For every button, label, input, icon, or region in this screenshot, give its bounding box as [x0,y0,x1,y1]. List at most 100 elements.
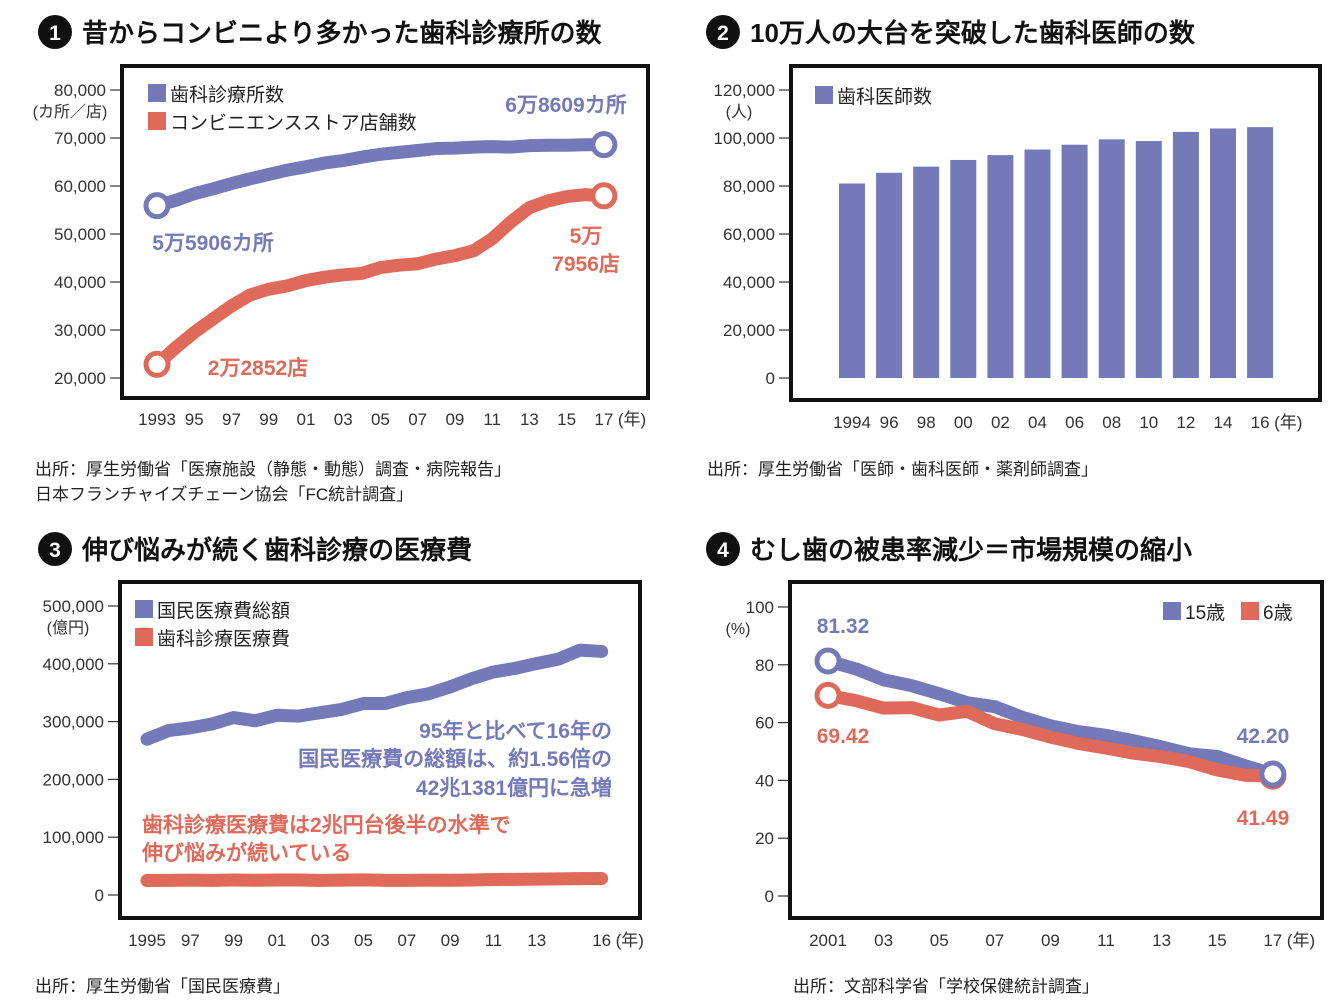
x-tick-label: 13 [520,410,539,429]
x-tick-label: 98 [917,413,936,432]
y-tick-label: 0 [95,886,104,905]
x-tick-label: 2001 [809,931,847,950]
bar-04 [1024,149,1051,378]
heading-number: 3 [49,539,61,562]
legend-swatch [135,628,153,646]
heading-number-badge [706,15,740,49]
x-tick-label: 15 [557,410,576,429]
x-tick-label: 00 [954,413,973,432]
x-tick-label: 99 [259,410,278,429]
x-tick-label: 08 [1102,413,1121,432]
legend-swatch [135,600,153,618]
heading-number-badge [38,15,72,49]
source-note: 出所：厚生労働省「医療施設（静態・動態）調査・病院報告」 [35,460,511,479]
y-tick-label: 50,000 [54,225,106,244]
x-tick-label: 09 [1041,931,1060,950]
x-tick-label: 05 [930,931,949,950]
legend-label: 6歳 [1263,602,1293,624]
series-line-2 [150,188,611,371]
x-tick-label: 1994 [833,413,871,432]
legend-swatch [148,84,166,102]
bar-98 [913,166,940,378]
annotation: 95年と比べて16年の [419,719,612,743]
x-tick-label: 06 [1065,413,1084,432]
x-tick-label: 04 [1028,413,1047,432]
y-tick-label: 40,000 [54,273,106,292]
x-axis-unit: (年) [616,931,644,950]
y-axis-unit: (カ所／店) [33,103,108,121]
y-tick-label: 100 [746,598,774,617]
heading-number: 1 [49,22,61,45]
bar-1994 [839,183,865,378]
x-axis-unit: (年) [1274,413,1302,432]
series-1-end-marker [143,192,171,220]
bar-14 [1210,128,1236,378]
legend-label: 国民医療費総額 [157,600,290,622]
series-2-end-marker [814,681,842,709]
legend-swatch [815,86,833,104]
x-axis-unit: (年) [1287,931,1315,950]
y-tick-label: 60,000 [54,177,106,196]
x-tick-label: 17 [594,410,613,429]
x-axis-unit: (年) [618,410,646,429]
annotation: 41.49 [1237,807,1290,830]
x-tick-label: 15 [1208,931,1227,950]
series-line-1 [140,643,609,746]
annotation: 42.20 [1237,725,1290,748]
legend-label: 15歳 [1185,602,1225,624]
chart-title: 伸び悩みが続く歯科診療の医療費 [81,535,472,565]
y-tick-label: 30,000 [54,321,106,340]
y-tick-label: 200,000 [43,770,104,789]
x-tick-label: 11 [483,410,501,429]
x-tick-label: 12 [1176,413,1195,432]
annotation: 伸び悩みが続いている [141,841,351,865]
chart-title: 10万人の大台を突破した歯科医師の数 [750,18,1196,48]
y-tick-label: 60 [755,714,774,733]
x-tick-label: 02 [991,413,1010,432]
y-tick-label: 0 [766,369,775,388]
y-tick-label: 20,000 [723,321,775,340]
y-tick-label: 80,000 [54,81,106,100]
series-line-2 [140,871,609,888]
y-tick-label: 40,000 [723,273,775,292]
heading-number: 2 [717,22,729,45]
annotation: 5万 [570,225,603,248]
annotation: 5万5906カ所 [152,232,273,255]
x-tick-label: 03 [874,931,893,950]
x-tick-label: 97 [181,931,200,950]
legend-label: 歯科医師数 [837,86,932,108]
y-tick-label: 400,000 [43,655,104,674]
annotation: 69.42 [817,725,870,748]
plot-frame [120,64,650,400]
x-tick-label: 07 [397,931,416,950]
x-tick-label: 01 [267,931,286,950]
x-tick-label: 16 [1251,413,1270,432]
y-tick-label: 20,000 [54,369,106,388]
bar-96 [876,172,903,378]
legend-label: 歯科診療所数 [170,84,284,106]
series-1-end-marker [814,647,842,675]
y-tick-label: 0 [765,887,774,906]
chart-1: 1 昔からコンビニより多かった歯科診療所の数 20,000 30,000 40,000 5… [33,15,650,504]
x-tick-label: 17 [1263,931,1282,950]
y-tick-label: 100,000 [43,828,104,847]
x-tick-label: 07 [408,410,427,429]
annotation: 7956店 [552,252,620,276]
annotation: 2万2852店 [208,356,308,380]
bar-12 [1172,131,1199,378]
bar-06 [1061,144,1088,378]
annotation: 81.32 [817,615,870,638]
y-tick-label: 70,000 [54,129,106,148]
y-axis-unit: (%) [726,621,751,638]
legend-swatch [148,112,166,130]
source-note: 日本フランチャイズチェーン協会「FC統計調査」 [35,485,413,504]
x-tick-label: 1995 [128,931,166,950]
x-tick-label: 01 [296,410,315,429]
annotation: 歯科診療医療費は2兆円台後半の水準で [142,813,511,837]
source-note: 出所：厚生労働省「国民医療費」 [35,977,290,996]
x-tick-label: 03 [334,410,353,429]
series-1-end-marker [590,131,618,159]
series-line-2 [821,688,1280,783]
x-tick-label: 95 [185,410,204,429]
